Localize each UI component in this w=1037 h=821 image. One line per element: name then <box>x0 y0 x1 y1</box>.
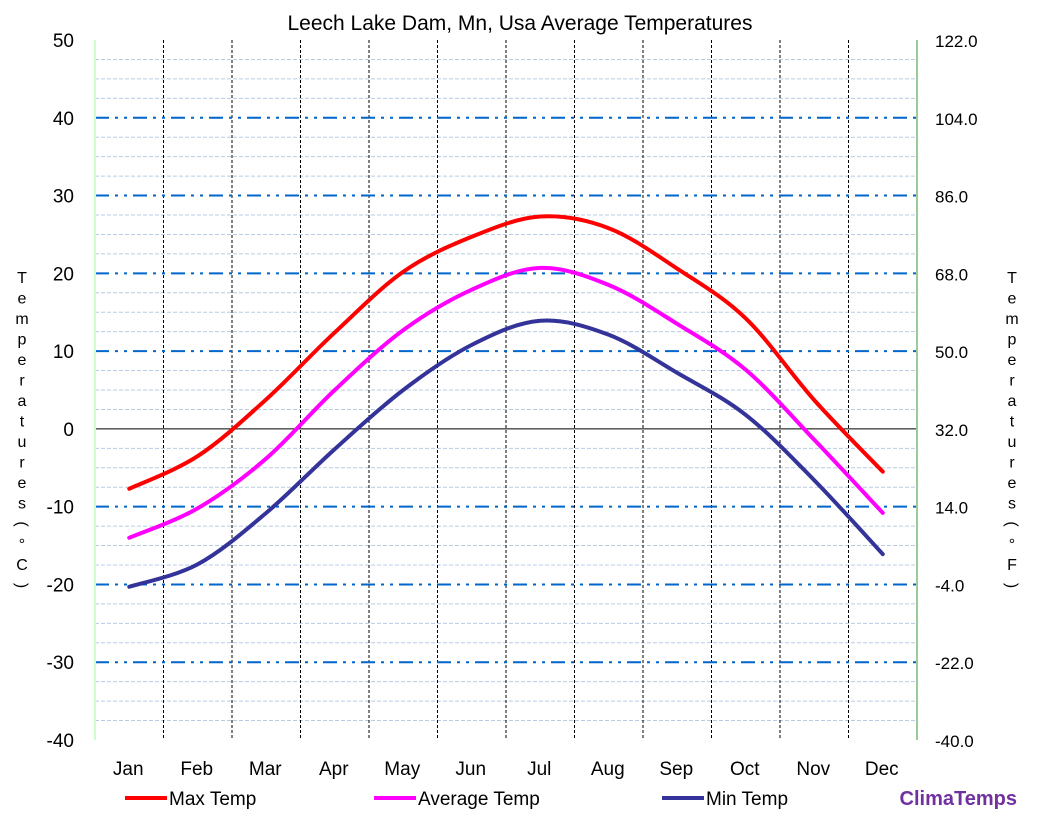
y-label-char: ( <box>1003 521 1020 527</box>
y-tick-label-left: -30 <box>47 653 74 674</box>
series-line-average-temp <box>127 265 885 540</box>
y-label-char: u <box>18 434 27 451</box>
x-tick-label: Apr <box>319 759 349 780</box>
y-label-char: s <box>18 496 26 513</box>
y-label-char: e <box>1008 475 1017 492</box>
brand-logo: ClimaTemps <box>900 788 1017 810</box>
y-tick-label-right: 14.0 <box>935 499 968 518</box>
y-label-char: F <box>1007 557 1017 574</box>
y-label-char: a <box>1008 393 1017 410</box>
y-label-char: m <box>1005 311 1018 328</box>
y-tick-label-left: -20 <box>47 575 74 596</box>
y-tick-label-left: 0 <box>63 420 74 441</box>
legend-label: Average Temp <box>418 789 540 810</box>
y-label-char: ( <box>13 521 30 527</box>
x-tick-label: Jun <box>455 759 486 780</box>
y-tick-label-right: 122.0 <box>935 32 978 51</box>
y-label-char: ) <box>13 583 30 588</box>
y-label-char: r <box>19 373 25 390</box>
y-label-char: a <box>18 393 27 410</box>
y-label-char: m <box>15 311 28 328</box>
y-tick-label-right: 50.0 <box>935 343 968 362</box>
series-line-min-temp <box>127 318 885 589</box>
y-label-char: e <box>18 352 27 369</box>
legend-label: Min Temp <box>706 789 788 810</box>
y-tick-label-left: -40 <box>47 731 74 752</box>
x-tick-label: Mar <box>249 759 282 780</box>
y-label-char: e <box>18 475 27 492</box>
y-tick-label-right: 32.0 <box>935 421 968 440</box>
y-tick-label-right: 86.0 <box>935 188 968 207</box>
y-tick-label-left: 50 <box>53 31 74 52</box>
x-tick-label: Sep <box>659 759 693 780</box>
y-axis-label-left: Temperatures(°C) <box>13 270 30 588</box>
y-label-char: r <box>1009 455 1015 472</box>
x-tick-label: Nov <box>796 759 830 780</box>
y-label-char: T <box>1007 270 1017 287</box>
y-label-char: r <box>1009 373 1015 390</box>
y-tick-label-right: 68.0 <box>935 265 968 284</box>
y-label-char: C <box>16 557 28 574</box>
y-label-char: p <box>18 332 27 349</box>
y-label-char: e <box>1008 352 1017 369</box>
y-label-char: ) <box>1003 583 1020 588</box>
y-label-char: e <box>1008 291 1017 308</box>
y-label-char: t <box>20 414 25 431</box>
y-tick-label-right: 104.0 <box>935 110 978 129</box>
y-tick-label-left: 40 <box>53 109 74 130</box>
y-tick-label-left: -10 <box>47 498 74 519</box>
chart-title: Leech Lake Dam, Mn, Usa Average Temperat… <box>288 12 753 35</box>
y-tick-label-left: 30 <box>53 187 74 208</box>
x-tick-label: May <box>384 759 420 780</box>
y-label-char: s <box>1008 496 1016 513</box>
y-label-char: ° <box>1009 537 1015 554</box>
legend-label: Max Temp <box>169 789 256 810</box>
y-tick-label-left: 10 <box>53 342 74 363</box>
x-tick-label: Aug <box>591 759 625 780</box>
y-tick-label-right: -4.0 <box>935 576 964 595</box>
y-tick-label-right: -40.0 <box>935 732 974 751</box>
y-label-char: T <box>17 270 27 287</box>
x-tick-label: Dec <box>865 759 899 780</box>
series-line-max-temp <box>127 214 885 491</box>
y-label-char: u <box>1008 434 1017 451</box>
x-tick-label: Feb <box>180 759 213 780</box>
y-tick-label-right: -22.0 <box>935 654 974 673</box>
y-axis-label-right: Temperatures(°F) <box>1003 270 1020 588</box>
y-label-char: r <box>19 455 25 472</box>
x-tick-label: Jul <box>527 759 551 780</box>
x-tick-label: Oct <box>730 759 760 780</box>
y-tick-label-left: 20 <box>53 264 74 285</box>
y-label-char: ° <box>19 537 25 554</box>
x-tick-label: Jan <box>113 759 144 780</box>
y-label-char: p <box>1008 332 1017 349</box>
y-label-char: e <box>18 291 27 308</box>
legend: Max Temp Average Temp Min Temp <box>125 789 788 810</box>
y-label-char: t <box>1010 414 1015 431</box>
